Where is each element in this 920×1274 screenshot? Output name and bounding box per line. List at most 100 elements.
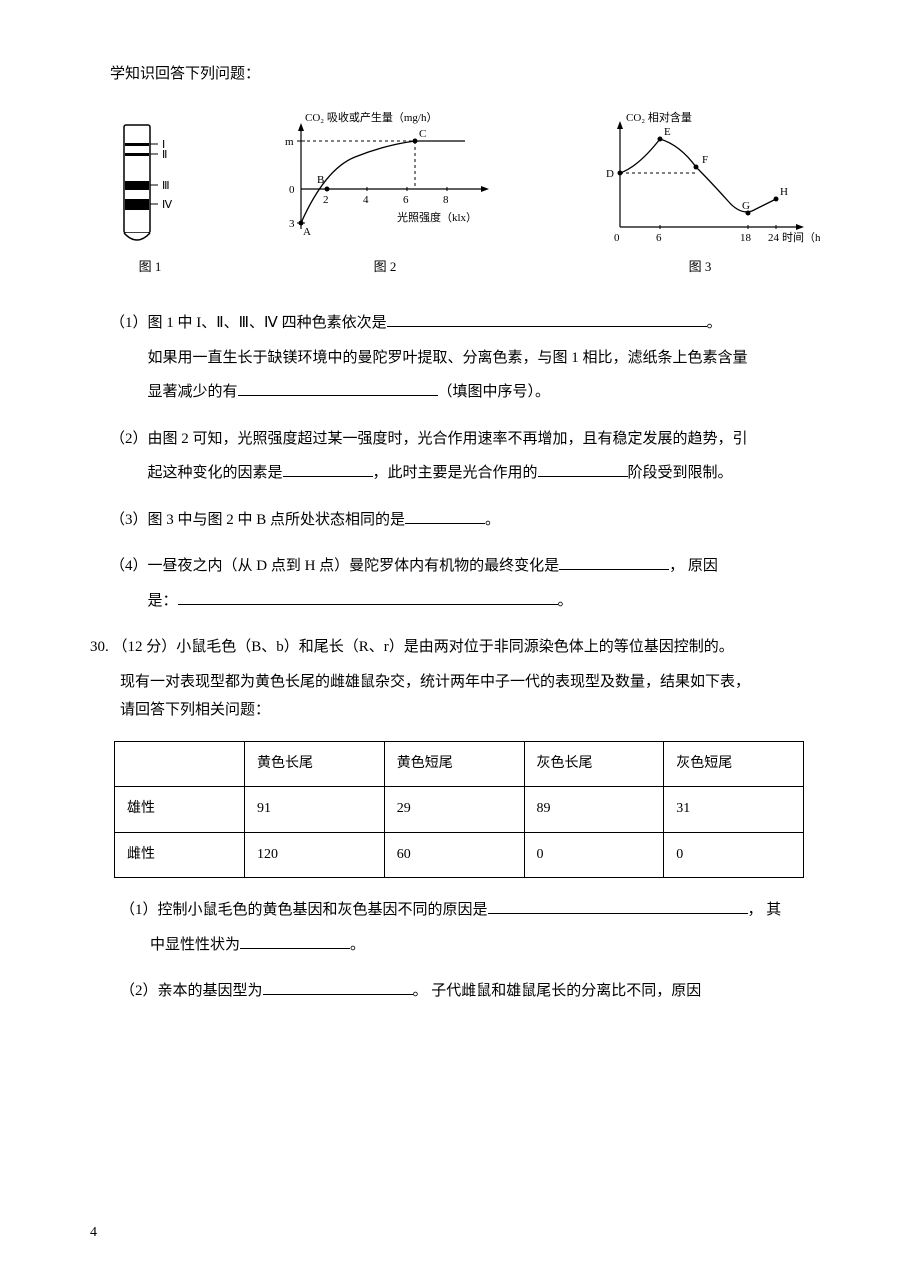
cell: 60 xyxy=(384,832,524,878)
q2-a: （2）由图 2 可知，光照强度超过某一强度时，光合作用速率不再增加，且有稳定发展… xyxy=(110,431,748,447)
q1-tail: 。 xyxy=(707,315,722,331)
q1-prefix: （1）图 1 中 I、Ⅱ、Ⅲ、Ⅳ 四种色素依次是 xyxy=(110,315,387,331)
intro-text: 学知识回答下列问题： xyxy=(110,60,830,89)
figures-row: Ⅰ Ⅱ Ⅲ Ⅳ 图 1 CO₂ 吸收或产生量（mg/h） m 0 3 A B C xyxy=(110,109,820,280)
th-2: 黄色短尾 xyxy=(384,741,524,787)
fig2-xtitle: 光照强度（klx） xyxy=(397,210,477,224)
q1-blank2 xyxy=(238,395,438,396)
cell: 91 xyxy=(245,787,385,833)
q3-b: 。 xyxy=(485,512,500,528)
q2-b: 起这种变化的因素是 xyxy=(148,465,283,481)
q2: （2）由图 2 可知，光照强度超过某一强度时，光合作用速率不再增加，且有稳定发展… xyxy=(110,425,830,488)
q3-blank xyxy=(405,523,485,524)
q1-line3: 显著减少的有 （填图中序号）。 xyxy=(110,378,830,407)
q4-b: ， 原因 xyxy=(669,558,718,574)
q30-1a: （1）控制小鼠毛色的黄色基因和灰色基因不同的原因是 xyxy=(120,902,488,918)
svg-text:0: 0 xyxy=(289,184,295,196)
q1-l2a: 如果用一直生长于缺镁环境中的曼陀罗叶提取、分离色素，与图 1 相比，滤纸条上色素… xyxy=(148,350,748,366)
q30-1c: 中显性性状为 xyxy=(150,937,240,953)
q4-c: 是： xyxy=(148,593,178,609)
fig2-caption: 图 2 xyxy=(374,255,397,280)
svg-text:24: 24 xyxy=(768,232,780,244)
cell: 120 xyxy=(245,832,385,878)
data-table: 黄色长尾 黄色短尾 灰色长尾 灰色短尾 雄性 91 29 89 31 雌性 12… xyxy=(114,741,804,879)
cell: 89 xyxy=(524,787,664,833)
figure-1: Ⅰ Ⅱ Ⅲ Ⅳ 图 1 xyxy=(110,119,190,280)
questions: （1）图 1 中 I、Ⅱ、Ⅲ、Ⅳ 四种色素依次是。 如果用一直生长于缺镁环境中的… xyxy=(110,309,830,615)
svg-text:E: E xyxy=(664,126,671,138)
fig1-caption: 图 1 xyxy=(139,255,162,280)
svg-text:C: C xyxy=(419,128,426,140)
q30-2b: 。 子代雌鼠和雄鼠尾长的分离比不同，原因 xyxy=(413,983,702,999)
figure-3: CO₂ 相对含量 D E F G H 0 6 18 24 时间（h） xyxy=(580,109,820,280)
svg-text:F: F xyxy=(702,154,708,166)
q30-1-blank1 xyxy=(488,913,748,914)
table-row: 雄性 91 29 89 31 xyxy=(115,787,804,833)
svg-text:2: 2 xyxy=(323,194,329,206)
q1-l2c: （填图中序号）。 xyxy=(438,384,551,400)
q30-2a: （2）亲本的基因型为 xyxy=(120,983,263,999)
q30-b2: 请回答下列相关问题： xyxy=(120,702,270,718)
q4-blank1 xyxy=(559,569,669,570)
cell: 29 xyxy=(384,787,524,833)
cell: 31 xyxy=(664,787,804,833)
q30-1d: 。 xyxy=(350,937,365,953)
table-row: 雌性 120 60 0 0 xyxy=(115,832,804,878)
svg-text:H: H xyxy=(780,186,788,198)
svg-text:m: m xyxy=(285,136,294,148)
svg-text:A: A xyxy=(303,226,311,238)
q30-2-blank xyxy=(263,994,413,995)
q2-blank2 xyxy=(538,476,628,477)
q3: （3）图 3 中与图 2 中 B 点所处状态相同的是 。 xyxy=(110,506,830,535)
q30-1b: ， 其 xyxy=(748,902,782,918)
q30-1-blank2 xyxy=(240,948,350,949)
svg-text:6: 6 xyxy=(403,194,409,206)
q30-head: 30. （12 分）小鼠毛色（B、b）和尾长（R、r）是由两对位于非同源染色体上… xyxy=(90,633,830,662)
svg-text:B: B xyxy=(317,174,324,186)
q1-blank xyxy=(387,326,707,327)
fig2-svg: CO₂ 吸收或产生量（mg/h） m 0 3 A B C 2 4 6 8 xyxy=(255,109,515,249)
q4: （4）一昼夜之内（从 D 点到 H 点）曼陀罗体内有机物的最终变化是 ， 原因 是… xyxy=(110,552,830,615)
fig3-svg: CO₂ 相对含量 D E F G H 0 6 18 24 时间（h） xyxy=(580,109,820,249)
cell: 0 xyxy=(664,832,804,878)
q30-2: （2）亲本的基因型为 。 子代雌鼠和雄鼠尾长的分离比不同，原因 xyxy=(90,977,830,1006)
q2-d: 阶段受到限制。 xyxy=(628,465,733,481)
cell: 0 xyxy=(524,832,664,878)
fig1-svg: Ⅰ Ⅱ Ⅲ Ⅳ xyxy=(110,119,190,249)
q30-body: 现有一对表现型都为黄色长尾的雌雄鼠杂交，统计两年中子一代的表现型及数量，结果如下… xyxy=(90,668,830,725)
fig3-ytitle: CO₂ 相对含量 xyxy=(626,110,692,124)
svg-text:4: 4 xyxy=(363,194,369,206)
q30-1: （1）控制小鼠毛色的黄色基因和灰色基因不同的原因是 ， 其 中显性性状为 。 xyxy=(90,896,830,959)
fig3-caption: 图 3 xyxy=(689,255,712,280)
svg-text:D: D xyxy=(606,168,614,180)
th-4: 灰色短尾 xyxy=(664,741,804,787)
q1-line2: 如果用一直生长于缺镁环境中的曼陀罗叶提取、分离色素，与图 1 相比，滤纸条上色素… xyxy=(110,344,830,373)
row-label: 雌性 xyxy=(115,832,245,878)
q1: （1）图 1 中 I、Ⅱ、Ⅲ、Ⅳ 四种色素依次是 。 如果用一直生长于缺镁环境中的… xyxy=(110,309,830,407)
svg-text:6: 6 xyxy=(656,232,662,244)
band-2-label: Ⅱ xyxy=(162,149,167,161)
q2-blank1 xyxy=(283,476,373,477)
svg-text:时间（h）: 时间（h） xyxy=(782,231,820,244)
th-1: 黄色长尾 xyxy=(245,741,385,787)
th-3: 灰色长尾 xyxy=(524,741,664,787)
figure-2: CO₂ 吸收或产生量（mg/h） m 0 3 A B C 2 4 6 8 xyxy=(255,109,515,280)
q3-a: （3）图 3 中与图 2 中 B 点所处状态相同的是 xyxy=(110,512,405,528)
q4-a: （4）一昼夜之内（从 D 点到 H 点）曼陀罗体内有机物的最终变化是 xyxy=(110,558,559,574)
row-label: 雄性 xyxy=(115,787,245,833)
table-header-row: 黄色长尾 黄色短尾 灰色长尾 灰色短尾 xyxy=(115,741,804,787)
band-3-label: Ⅲ xyxy=(162,180,170,192)
svg-text:3: 3 xyxy=(289,218,295,230)
band-4-label: Ⅳ xyxy=(162,199,173,211)
q1-l2b: 显著减少的有 xyxy=(148,384,238,400)
svg-text:0: 0 xyxy=(614,232,620,244)
q30-b1: 现有一对表现型都为黄色长尾的雌雄鼠杂交，统计两年中子一代的表现型及数量，结果如下… xyxy=(120,674,750,690)
svg-text:18: 18 xyxy=(740,232,752,244)
svg-text:8: 8 xyxy=(443,194,449,206)
fig2-ytitle: CO₂ 吸收或产生量（mg/h） xyxy=(305,110,437,124)
q4-blank2 xyxy=(178,604,558,605)
th-blank xyxy=(115,741,245,787)
q4-d: 。 xyxy=(558,593,573,609)
page-number: 4 xyxy=(90,1220,97,1247)
q2-c: ，此时主要是光合作用的 xyxy=(373,465,538,481)
